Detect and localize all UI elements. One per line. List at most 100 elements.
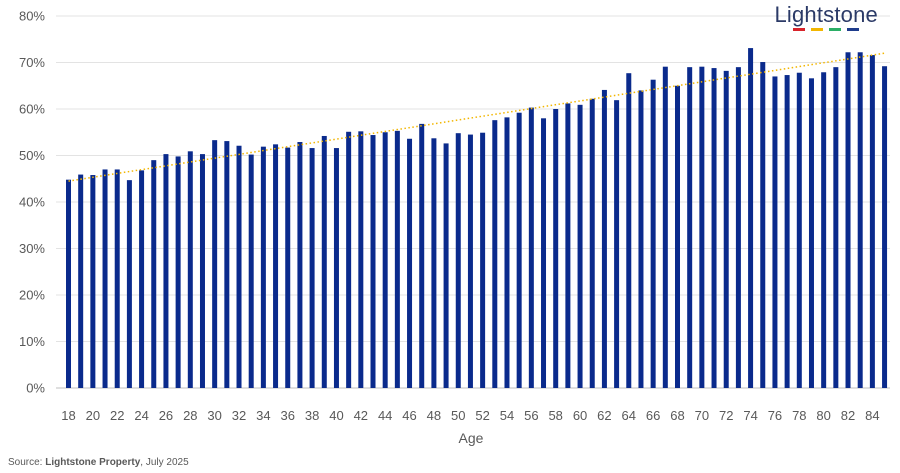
x-tick-label: 78 xyxy=(792,408,806,423)
bar xyxy=(66,179,71,388)
bar xyxy=(102,169,108,388)
x-tick-label: 22 xyxy=(110,408,124,423)
x-tick-label: 40 xyxy=(329,408,343,423)
x-tick-label: 50 xyxy=(451,408,465,423)
x-tick-label: 28 xyxy=(183,408,197,423)
bar xyxy=(212,140,218,388)
bar xyxy=(650,79,656,388)
bar xyxy=(163,154,169,388)
bar xyxy=(382,132,388,388)
bar xyxy=(187,151,193,388)
bar xyxy=(516,112,522,388)
x-tick-label: 84 xyxy=(865,408,879,423)
bar xyxy=(419,123,425,388)
x-tick-label: 66 xyxy=(646,408,660,423)
x-tick-label: 60 xyxy=(573,408,587,423)
x-tick-label: 42 xyxy=(354,408,368,423)
bar xyxy=(723,70,729,389)
x-axis-ticks: 18 20 22 24 26 28 30 32 34 36 38 40 42 44 46 48 50 52 54 56… xyxy=(61,408,879,423)
bar xyxy=(821,72,827,388)
logo-bar xyxy=(829,28,842,31)
y-tick-label: 20% xyxy=(19,288,45,303)
bar xyxy=(638,90,644,389)
logo-color-bars xyxy=(774,28,878,31)
source-note: Source: Lightstone Property, July 2025 xyxy=(8,457,189,468)
bar xyxy=(309,148,315,388)
bar xyxy=(687,67,693,389)
bar xyxy=(139,170,145,388)
x-tick-label: 54 xyxy=(500,408,514,423)
bar xyxy=(833,67,839,389)
bar xyxy=(346,131,352,388)
x-tick-label: 62 xyxy=(597,408,611,423)
bar xyxy=(711,68,717,388)
y-tick-label: 30% xyxy=(19,241,45,256)
y-tick-label: 0% xyxy=(26,381,45,396)
bar xyxy=(735,67,741,389)
lightstone-logo: Lightstone xyxy=(774,2,878,31)
bar xyxy=(285,147,291,388)
x-tick-label: 70 xyxy=(695,408,709,423)
bar xyxy=(358,131,364,388)
x-tick-label: 74 xyxy=(743,408,757,423)
bar xyxy=(784,75,790,389)
bar xyxy=(504,117,510,389)
bar xyxy=(370,135,376,388)
y-tick-label: 60% xyxy=(19,102,45,117)
bar xyxy=(248,154,254,388)
x-tick-label: 36 xyxy=(281,408,295,423)
bar xyxy=(455,133,461,388)
bar xyxy=(236,145,242,388)
bar xyxy=(431,138,437,388)
bar xyxy=(333,148,339,388)
bar xyxy=(114,169,120,388)
x-tick-label: 44 xyxy=(378,408,392,423)
logo-bar xyxy=(793,28,806,31)
y-tick-label: 70% xyxy=(19,55,45,70)
bars xyxy=(66,48,888,389)
bar xyxy=(882,66,888,388)
bar xyxy=(480,132,486,388)
logo-bar xyxy=(811,28,824,31)
y-tick-label: 80% xyxy=(19,9,45,24)
bar xyxy=(565,103,571,389)
x-tick-label: 72 xyxy=(719,408,733,423)
bar xyxy=(869,55,875,389)
bar xyxy=(857,52,863,389)
bar xyxy=(175,156,181,388)
bar xyxy=(297,142,303,388)
x-tick-label: 46 xyxy=(402,408,416,423)
bar xyxy=(273,144,279,388)
gridlines xyxy=(56,15,890,389)
x-tick-label: 38 xyxy=(305,408,319,423)
bar xyxy=(614,100,620,388)
bar xyxy=(528,107,534,388)
logo-bar xyxy=(847,28,860,31)
y-tick-label: 40% xyxy=(19,195,45,210)
x-tick-label: 52 xyxy=(475,408,489,423)
bar xyxy=(199,154,205,388)
x-tick-label: 56 xyxy=(524,408,538,423)
bar xyxy=(748,48,754,389)
x-tick-label: 24 xyxy=(134,408,148,423)
y-tick-label: 50% xyxy=(19,148,45,163)
bar xyxy=(589,98,595,389)
bar xyxy=(699,66,705,388)
x-tick-label: 76 xyxy=(768,408,782,423)
bar xyxy=(577,104,583,388)
logo-text: Lightstone xyxy=(774,2,878,27)
bar xyxy=(126,180,132,388)
bar xyxy=(407,138,413,388)
bar xyxy=(760,62,766,388)
x-tick-label: 68 xyxy=(670,408,684,423)
x-tick-label: 80 xyxy=(816,408,830,423)
x-tick-label: 30 xyxy=(207,408,221,423)
x-axis-title: Age xyxy=(459,430,484,446)
bar xyxy=(394,130,400,389)
source-prefix: Source: xyxy=(8,457,46,468)
bar xyxy=(808,78,814,388)
bar xyxy=(675,85,680,388)
bar xyxy=(553,109,559,388)
bar xyxy=(601,89,607,388)
